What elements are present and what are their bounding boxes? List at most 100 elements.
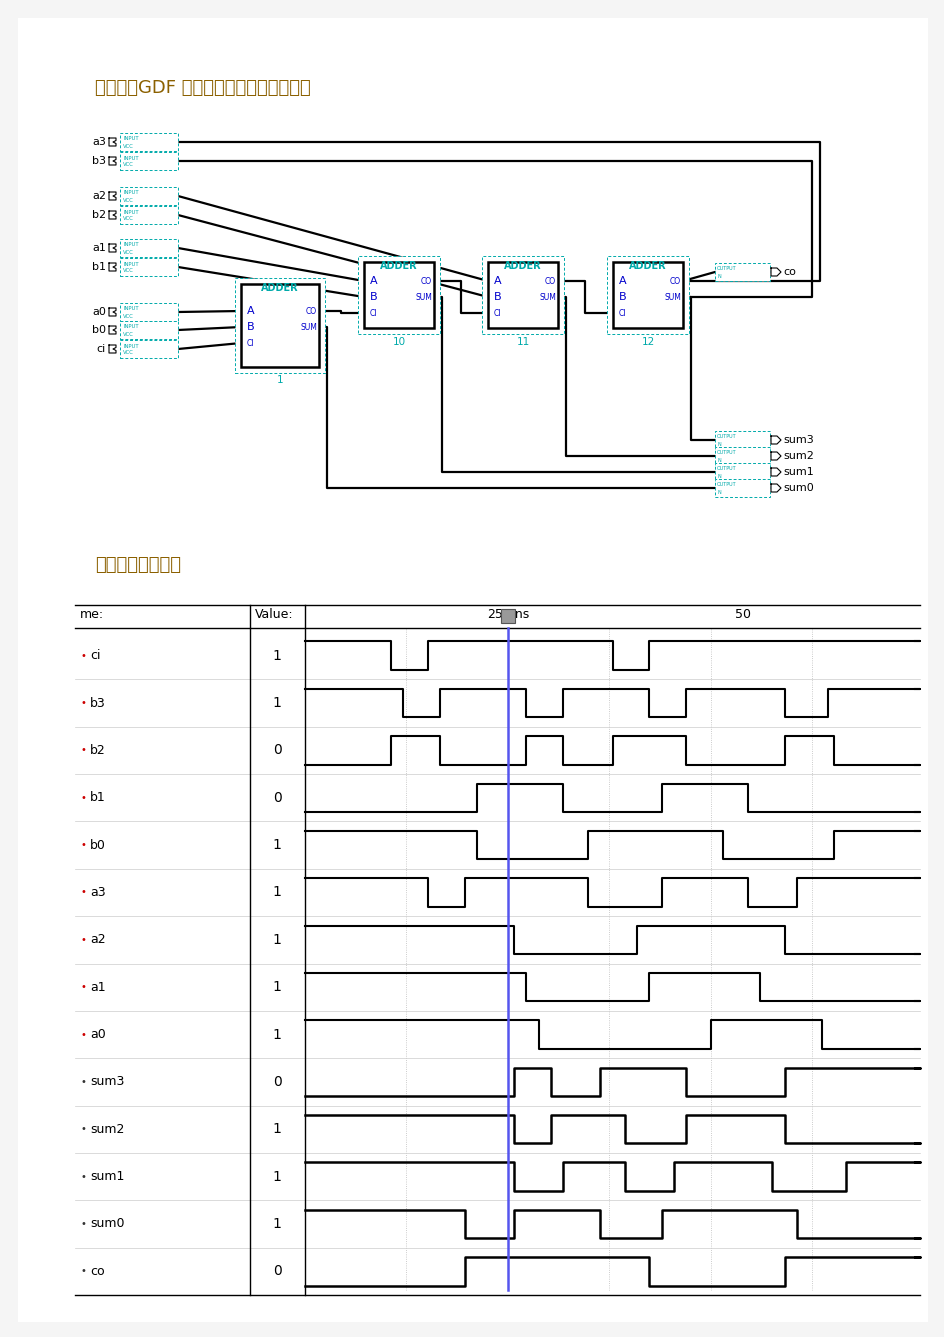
Text: ADDER: ADDER (261, 283, 298, 293)
Bar (120, 340, 177, 358)
Text: b3: b3 (90, 697, 106, 710)
Text: 1: 1 (272, 1122, 281, 1136)
Text: VCC: VCC (123, 217, 134, 222)
Text: b1: b1 (92, 262, 106, 271)
Text: VCC: VCC (123, 269, 134, 274)
Text: sum0: sum0 (90, 1218, 125, 1230)
Bar (358, 255, 440, 334)
Text: •: • (80, 793, 86, 802)
Text: 1: 1 (272, 933, 281, 947)
Text: N: N (716, 274, 720, 279)
Text: VCC: VCC (123, 163, 134, 167)
Polygon shape (109, 156, 116, 164)
Bar (120, 321, 177, 340)
Text: 1: 1 (272, 1170, 281, 1183)
Polygon shape (770, 452, 780, 460)
Text: ci: ci (90, 650, 100, 662)
Text: VCC: VCC (123, 250, 134, 254)
Polygon shape (770, 468, 780, 476)
Text: B: B (246, 322, 254, 332)
Text: 0: 0 (272, 1265, 281, 1278)
Text: •: • (80, 746, 86, 755)
Text: VCC: VCC (123, 143, 134, 148)
Polygon shape (109, 138, 116, 146)
Text: SUM: SUM (539, 293, 555, 302)
Text: A: A (618, 275, 626, 286)
Bar (120, 206, 177, 225)
Text: SUM: SUM (300, 322, 316, 332)
Polygon shape (770, 267, 780, 275)
Text: b3: b3 (92, 156, 106, 166)
Text: OUTPUT: OUTPUT (716, 266, 735, 271)
Text: CO: CO (545, 277, 555, 286)
Text: b2: b2 (90, 743, 106, 757)
Text: 0: 0 (272, 1075, 281, 1088)
Text: B: B (494, 291, 501, 302)
Bar (715, 263, 769, 281)
Text: SUM: SUM (414, 293, 431, 302)
Polygon shape (109, 308, 116, 316)
Text: 12: 12 (641, 337, 654, 348)
Text: •: • (80, 935, 86, 945)
Text: •: • (80, 1171, 86, 1182)
Polygon shape (770, 436, 780, 444)
Text: 1: 1 (272, 885, 281, 900)
Text: B: B (618, 291, 626, 302)
Polygon shape (109, 211, 116, 219)
Text: •: • (80, 698, 86, 709)
Text: sum3: sum3 (783, 435, 813, 445)
Text: b0: b0 (90, 838, 106, 852)
Text: CO: CO (420, 277, 431, 286)
Bar (715, 447, 769, 465)
Polygon shape (109, 345, 116, 353)
Polygon shape (109, 243, 116, 251)
Text: VCC: VCC (123, 332, 134, 337)
Text: ADDER: ADDER (379, 261, 417, 271)
Bar (715, 463, 769, 481)
Text: N: N (716, 491, 720, 496)
Bar (606, 255, 688, 334)
Text: me:: me: (80, 608, 104, 622)
Bar (613, 262, 683, 328)
Text: a0: a0 (90, 1028, 106, 1042)
Text: sum2: sum2 (90, 1123, 125, 1135)
Text: 下图为：GDF 格式的四位全加器原理图：: 下图为：GDF 格式的四位全加器原理图： (95, 79, 311, 98)
Text: CO: CO (669, 277, 681, 286)
Text: 1: 1 (272, 1217, 281, 1231)
Text: b0: b0 (92, 325, 106, 336)
Text: co: co (783, 267, 795, 277)
Bar (235, 278, 325, 373)
Text: VCC: VCC (123, 313, 134, 318)
Bar (120, 303, 177, 321)
Text: INPUT: INPUT (123, 242, 139, 247)
Text: ci: ci (96, 344, 106, 354)
Text: CO: CO (306, 306, 316, 316)
Text: •: • (80, 888, 86, 897)
Bar (120, 132, 177, 151)
Text: CI: CI (370, 309, 377, 317)
Text: a1: a1 (92, 243, 106, 253)
Text: VCC: VCC (123, 198, 134, 202)
Text: sum0: sum0 (783, 483, 813, 493)
Polygon shape (109, 326, 116, 334)
Text: INPUT: INPUT (123, 325, 139, 329)
Text: a2: a2 (90, 933, 106, 947)
Text: N: N (716, 459, 720, 464)
Text: 1: 1 (272, 838, 281, 852)
Text: INPUT: INPUT (123, 210, 139, 214)
Polygon shape (109, 193, 116, 201)
Text: Value:: Value: (255, 608, 294, 622)
Polygon shape (109, 263, 116, 271)
Bar (120, 152, 177, 170)
Text: A: A (494, 275, 501, 286)
Text: INPUT: INPUT (123, 262, 139, 266)
Text: •: • (80, 1076, 86, 1087)
Text: OUTPUT: OUTPUT (716, 483, 735, 488)
Text: OUTPUT: OUTPUT (716, 467, 735, 472)
Text: 50: 50 (734, 608, 750, 622)
Text: VCC: VCC (123, 350, 134, 356)
Text: sum1: sum1 (90, 1170, 125, 1183)
Text: a1: a1 (90, 980, 106, 993)
Text: A: A (246, 306, 254, 316)
Bar (715, 479, 769, 497)
